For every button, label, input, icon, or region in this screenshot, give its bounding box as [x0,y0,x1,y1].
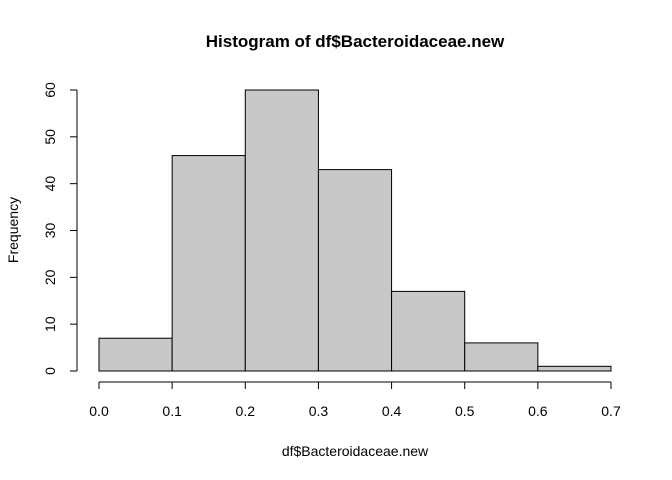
y-tick-label: 20 [42,269,58,285]
x-tick-label: 0.1 [162,403,182,419]
y-tick-label: 0 [42,367,58,375]
histogram-bar [98,337,173,372]
y-tick-label: 40 [42,176,58,192]
histogram-bar [537,365,612,372]
bars-group [98,89,612,372]
x-tick-label: 0.6 [528,403,548,419]
x-tick-label: 0.4 [382,403,402,419]
y-axis-label: Frequency [5,197,21,263]
y-tick-label: 50 [42,129,58,145]
x-tick-label: 0.0 [89,403,109,419]
y-tick-label: 10 [42,316,58,332]
histogram-bar [171,155,246,372]
histogram-bar [391,290,466,372]
chart-title: Histogram of df$Bacteroidaceae.new [206,32,505,51]
histogram-bar [244,89,319,372]
y-tick-label: 60 [42,82,58,98]
x-axis-label: df$Bacteroidaceae.new [282,443,429,459]
x-tick-label: 0.5 [455,403,475,419]
histogram-bar [464,342,539,372]
x-tick-label: 0.3 [309,403,329,419]
x-tick-label: 0.7 [601,403,621,419]
x-axis: 0.0 0.1 0.2 0.3 0.4 0.5 0.6 0.7 [89,381,621,419]
histogram-bar [317,169,393,372]
x-tick-label: 0.2 [236,403,256,419]
y-axis: 0 10 20 30 40 50 60 [42,82,78,375]
y-tick-label: 30 [42,223,58,239]
